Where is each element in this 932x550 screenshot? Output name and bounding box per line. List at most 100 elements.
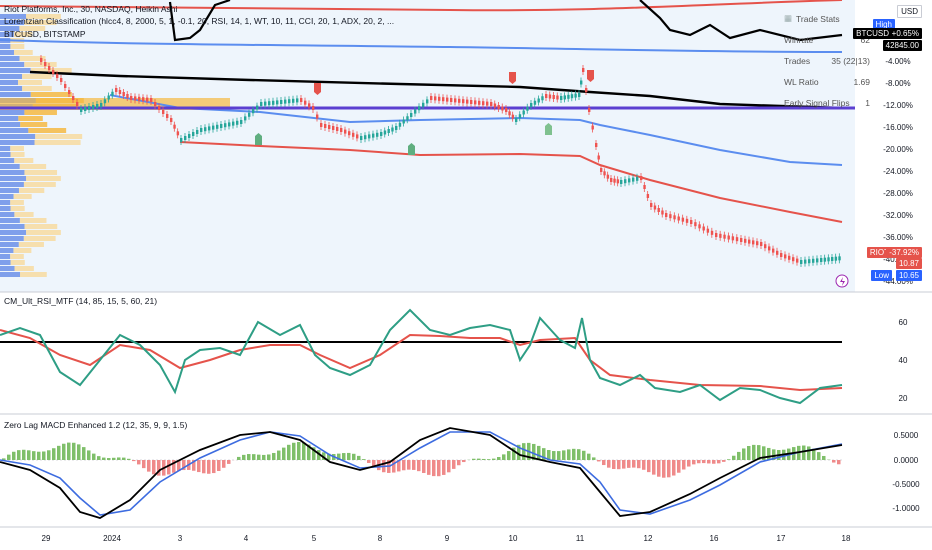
macd-histogram-bar [612,460,616,470]
macd-histogram-bar [567,449,571,460]
candle-body [490,102,493,106]
rsi-pane-title[interactable]: CM_Ult_RSI_MTF (14, 85, 15, 5, 60, 21) [4,296,158,306]
volume-bar [0,92,31,97]
candle-body [118,90,122,94]
candle-body [130,96,133,100]
macd-histogram-bar [222,460,226,468]
candle-body [706,228,710,233]
main-pane[interactable] [0,0,855,292]
macd-histogram-bar [122,457,126,460]
candle-body [508,111,511,116]
macd-histogram-bar [197,460,201,473]
volume-bar [10,44,25,49]
macd-histogram-bar [442,460,446,475]
btc-change-tag: +0.65% [888,28,922,39]
candle-body [52,70,55,74]
candle-body [248,112,251,117]
candle-body [597,155,600,160]
indicator-legend[interactable]: Lorentzian Classification (hlcc4, 8, 200… [4,16,395,26]
candle-body [173,124,176,129]
volume-bar [35,134,83,139]
currency-button[interactable]: USD [897,5,922,18]
macd-histogram-bar [712,460,716,464]
macd-histogram-bar [182,460,186,471]
macd-histogram-bar [107,458,111,460]
volume-bar [0,236,24,241]
candle-body [735,237,739,242]
macd-histogram-bar [832,460,836,463]
macd-histogram-bar [22,449,26,460]
macd-axis-label: -0.5000 [892,480,920,489]
candle-body [731,236,735,241]
rsi-axis-label: 40 [899,356,908,365]
macd-histogram-bar [487,459,491,460]
macd-histogram-bar [297,442,301,460]
macd-histogram-bar [217,460,221,471]
macd-histogram-bar [717,460,721,464]
volume-bar [0,80,19,85]
macd-pane-title[interactable]: Zero Lag MACD Enhanced 1.2 (12, 35, 9, 9… [4,420,188,430]
macd-histogram-bar [542,448,546,460]
candle-body [653,205,657,210]
candle-body [657,208,660,212]
macd-histogram-bar [432,460,436,477]
candle-body [541,96,544,101]
candle-body [276,100,279,105]
macd-axis-label: 0.5000 [894,431,919,440]
volume-bar [26,230,61,235]
candle-body [606,174,610,179]
macd-histogram-bar [307,444,311,460]
volume-bar [0,146,11,151]
candle-body [414,109,417,114]
candle-body [458,98,461,103]
candle-body [628,178,631,183]
macd-line [0,427,843,519]
macd-histogram-bar [552,451,556,460]
candle-body [150,98,153,102]
candle-body [650,203,653,207]
overlay-legend[interactable]: BTCUSD, BITSTAMP [4,29,86,39]
candle-body [624,179,627,184]
candle-body [438,96,441,101]
macd-histogram-bar [282,447,286,460]
candle-body [585,88,588,92]
candle-body [698,224,701,229]
volume-bar [26,14,61,19]
macd-histogram-bar [337,453,341,460]
macd-histogram-bar [722,460,726,462]
candle-body [244,116,247,121]
volume-bar [10,260,25,265]
volume-bar [10,146,24,151]
volume-bar [0,86,23,91]
stats-value: 1 [865,97,870,108]
macd-histogram-bar [42,451,46,460]
candle-body [216,124,219,129]
candle-body [232,121,235,126]
macd-histogram-bar [227,460,231,464]
volume-bar [13,32,33,37]
candle-body [710,230,714,235]
candle-body [482,101,485,106]
candle-body [76,102,79,106]
macd-histogram-bar [437,460,441,477]
macd-histogram-bar [207,460,211,474]
candle-body [170,118,173,122]
stats-label: Winrate [784,34,814,45]
candle-body [530,103,533,107]
macd-histogram-bar [52,448,56,460]
time-axis-label: 29 [42,534,51,543]
volume-bar [24,20,57,25]
macd-histogram-bar [137,460,141,465]
volume-profile [0,14,230,277]
macd-histogram-bar [417,460,421,472]
macd-histogram-bar [637,460,641,469]
candle-body [545,94,548,98]
price-axis-label: -4.00% [885,57,910,66]
symbol-title[interactable]: Riot Platforms, Inc., 30, NASDAQ, Heikin… [4,4,178,14]
macd-histogram-bar [407,460,411,470]
volume-bar [0,56,20,61]
volume-bar [0,74,23,79]
volume-bar [24,110,57,115]
candle-body [838,256,841,261]
macd-histogram-bar [667,460,671,478]
